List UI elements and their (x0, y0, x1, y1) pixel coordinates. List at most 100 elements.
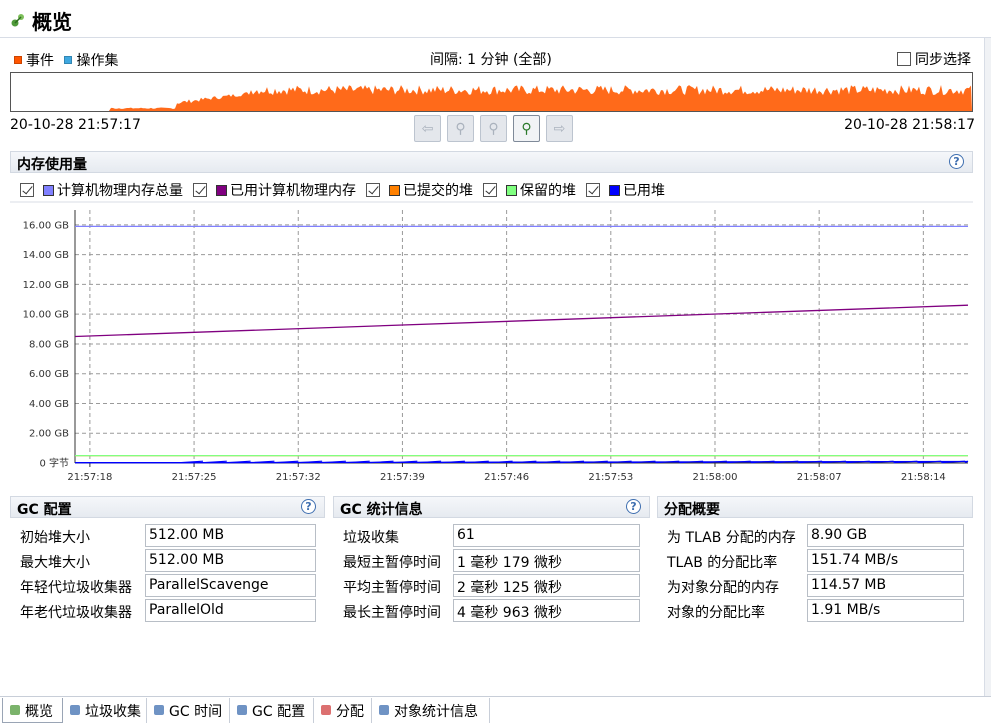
operation-set-legend-label: 操作集 (76, 53, 119, 69)
allocation-summary-rows: 为 TLAB 分配的内存 8.90 GB TLAB 的分配比率 151.74 MB/s… (657, 518, 973, 628)
memory-legend-label: 已用堆 (623, 183, 665, 199)
event-legend-item: 操作集 (64, 53, 118, 69)
tab-gc-time[interactable]: GC 时间 (147, 698, 230, 723)
event-color-swatch (14, 56, 22, 64)
kv-row: 垃圾收集 61 (343, 524, 640, 547)
tab-label: GC 配置 (252, 704, 306, 720)
gc-stats-panel: GC 统计信息 ? 垃圾收集 61 最短主暂停时间 1 毫秒 179 微秒 平均主暂停时… (333, 496, 650, 628)
kv-label: 年老代垃圾收集器 (20, 605, 132, 621)
zoom-reset-icon: ⚲ (488, 120, 499, 137)
kv-row: 为 TLAB 分配的内存 8.90 GB (667, 524, 964, 547)
x-tick-label: 21:57:18 (67, 472, 112, 483)
kv-value-field[interactable]: 4 毫秒 963 微秒 (453, 599, 640, 622)
event-timeline-svg[interactable] (11, 73, 972, 111)
x-tick-label: 21:58:14 (901, 472, 946, 483)
kv-value-field[interactable]: 1 毫秒 179 微秒 (453, 549, 640, 572)
tab-pie-chart[interactable]: 分配 (314, 698, 372, 723)
pie-chart-icon (319, 703, 333, 717)
kv-row: 年轻代垃圾收集器 ParallelScavenge (20, 574, 316, 597)
kv-value-field[interactable]: 512.00 MB (145, 549, 316, 572)
checkbox-icon[interactable] (366, 183, 380, 197)
kv-value-field[interactable]: ParallelOld (145, 599, 316, 622)
tab-object-stats[interactable]: 对象统计信息 (372, 698, 490, 723)
memory-legend-item[interactable]: 已用计算机物理内存 (193, 180, 356, 200)
series-color-swatch (43, 184, 54, 196)
tab-overview[interactable]: 概览 (2, 698, 63, 723)
back-button[interactable]: ⇦ (414, 115, 441, 142)
kv-value-field[interactable]: 151.74 MB/s (807, 549, 964, 572)
memory-legend-item[interactable]: 计算机物理内存总量 (20, 180, 183, 200)
kv-row: 年老代垃圾收集器 ParallelOld (20, 599, 316, 622)
allocation-summary-panel: 分配概要 为 TLAB 分配的内存 8.90 GB TLAB 的分配比率 151.74… (657, 496, 973, 628)
kv-value-field[interactable]: ParallelScavenge (145, 574, 316, 597)
operation-set-color-swatch (64, 56, 73, 64)
y-tick-label: 4.00 GB (29, 399, 69, 410)
checkbox-icon[interactable] (193, 183, 207, 197)
kv-value-field[interactable]: 8.90 GB (807, 524, 964, 547)
memory-legend: 计算机物理内存总量 已用计算机物理内存 已提交的堆 保留的堆 已用堆 (20, 180, 665, 200)
zoom-out-icon: ⚲ (455, 120, 466, 137)
kv-label: 垃圾收集 (343, 530, 399, 546)
kv-row: 平均主暂停时间 2 毫秒 125 微秒 (343, 574, 640, 597)
gc-stats-title: GC 统计信息 (340, 502, 423, 518)
kv-label: 年轻代垃圾收集器 (20, 580, 132, 596)
object-stats-icon (377, 703, 391, 717)
kv-value-field[interactable]: 1.91 MB/s (807, 599, 964, 622)
checkbox-icon[interactable] (586, 183, 600, 197)
sync-selection-checkbox[interactable]: 同步选择 (897, 49, 971, 69)
title-bar: 概览 (0, 0, 991, 38)
kv-value-field[interactable]: 61 (453, 524, 640, 547)
x-tick-label: 21:57:53 (588, 472, 633, 483)
memory-legend-label: 已用计算机物理内存 (230, 183, 356, 199)
memory-legend-item[interactable]: 已提交的堆 (366, 180, 473, 200)
gc-time-icon (152, 703, 166, 717)
kv-row: 初始堆大小 512.00 MB (20, 524, 316, 547)
timeline-nav-toolbar: ⇦ ⚲ ⚲ ⚲ ⇨ (414, 115, 573, 142)
kv-value-field[interactable]: 2 毫秒 125 微秒 (453, 574, 640, 597)
checkbox-icon[interactable] (897, 52, 911, 66)
forward-button[interactable]: ⇨ (546, 115, 573, 142)
checkbox-icon[interactable] (20, 183, 34, 197)
kv-label: 为对象分配的内存 (667, 580, 779, 596)
zoom-out-button[interactable]: ⚲ (447, 115, 474, 142)
tab-trash[interactable]: 垃圾收集 (63, 698, 147, 723)
tab-label: 分配 (336, 704, 364, 720)
help-icon[interactable]: ? (949, 154, 964, 169)
tab-gc-config[interactable]: GC 配置 (230, 698, 314, 723)
x-tick-label: 21:57:39 (380, 472, 425, 483)
kv-row: 对象的分配比率 1.91 MB/s (667, 599, 964, 622)
tab-label: 垃圾收集 (85, 704, 141, 720)
kv-label: 为 TLAB 分配的内存 (667, 530, 796, 546)
event-timeline-chart[interactable] (10, 72, 973, 112)
tab-label: 概览 (25, 704, 53, 720)
checkbox-icon[interactable] (483, 183, 497, 197)
gc-config-header: GC 配置 ? (10, 496, 325, 518)
y-tick-label: 6.00 GB (29, 369, 69, 380)
kv-label: 最短主暂停时间 (343, 555, 441, 571)
kv-label: 最大堆大小 (20, 555, 90, 571)
series-line (74, 304, 969, 338)
y-tick-label: 8.00 GB (29, 339, 69, 350)
zoom-in-button[interactable]: ⚲ (513, 115, 540, 142)
gc-config-icon (235, 703, 249, 717)
help-icon[interactable]: ? (626, 499, 641, 514)
event-legend: 事件 操作集 (14, 50, 118, 70)
memory-legend-item[interactable]: 保留的堆 (483, 180, 576, 200)
used-heap-sawtooth (179, 460, 969, 464)
gc-config-title: GC 配置 (17, 502, 72, 518)
vertical-scrollbar[interactable] (984, 38, 991, 696)
x-tick-label: 21:57:46 (484, 472, 529, 483)
kv-label: 对象的分配比率 (667, 605, 765, 621)
kv-row: 最长主暂停时间 4 毫秒 963 微秒 (343, 599, 640, 622)
zoom-reset-button[interactable]: ⚲ (480, 115, 507, 142)
memory-usage-chart[interactable]: 0 字节 2.00 GB 4.00 GB 6.00 GB 8.00 GB 10.00 GB… (10, 200, 973, 490)
y-tick-label: 12.00 GB (23, 280, 70, 291)
help-icon[interactable]: ? (301, 499, 316, 514)
kv-value-field[interactable]: 114.57 MB (807, 574, 964, 597)
memory-usage-svg[interactable]: 0 字节 2.00 GB 4.00 GB 6.00 GB 8.00 GB 10.00 GB… (10, 200, 973, 490)
y-tick-label: 0 字节 (39, 457, 69, 470)
kv-value-field[interactable]: 512.00 MB (145, 524, 316, 547)
gc-config-rows: 初始堆大小 512.00 MB 最大堆大小 512.00 MB 年轻代垃圾收集器 Para… (10, 518, 325, 628)
range-end-time: 20-10-28 21:58:17 (844, 117, 975, 133)
memory-legend-item[interactable]: 已用堆 (586, 180, 665, 200)
